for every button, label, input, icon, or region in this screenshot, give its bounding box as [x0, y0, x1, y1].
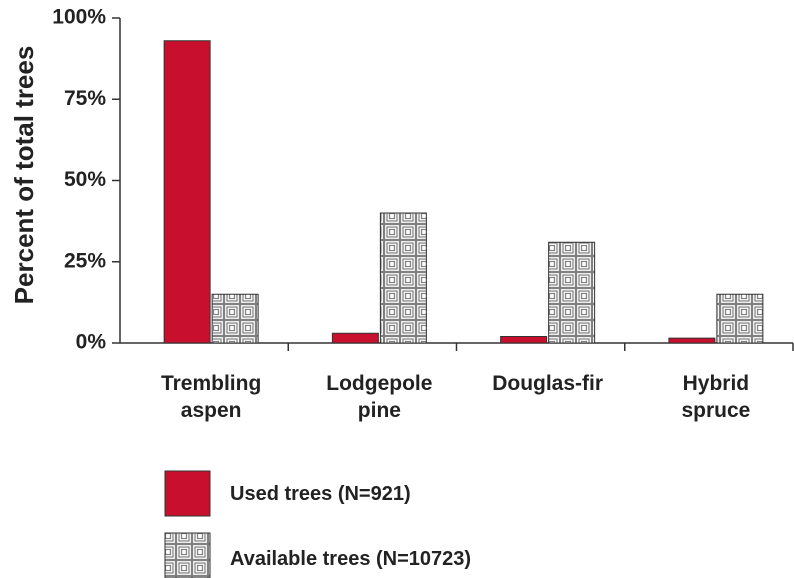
x-tick-label: Hybrid spruce	[681, 372, 751, 422]
bar	[500, 336, 548, 344]
bar	[668, 337, 716, 344]
y-tick-label: 0%	[76, 331, 107, 354]
legend-swatch	[164, 470, 211, 517]
legend-label: Available trees (N=10723)	[230, 548, 472, 570]
y-axis-label: Percent of total trees	[9, 46, 39, 305]
bar	[379, 212, 427, 344]
x-tick-label: Douglas-fir	[492, 372, 604, 395]
y-tick-label: 50%	[64, 168, 106, 191]
y-tick-label: 75%	[64, 87, 106, 110]
y-tick-label: 100%	[52, 6, 106, 29]
x-tick-label: Lodgepole pine	[326, 372, 433, 422]
bar	[163, 40, 211, 344]
bar	[716, 293, 764, 344]
x-tick-label: Trembling aspen	[160, 372, 262, 422]
bar	[331, 332, 379, 344]
bar	[211, 293, 259, 344]
legend-label: Used trees (N=921)	[230, 483, 411, 505]
y-tick-label: 25%	[64, 249, 106, 272]
bar	[548, 241, 596, 344]
legend-swatch	[164, 532, 211, 578]
